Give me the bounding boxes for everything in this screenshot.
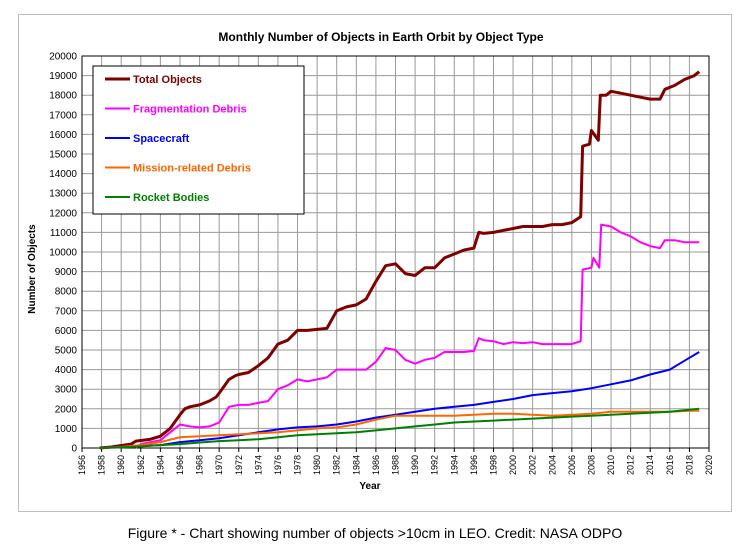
x-tick-label: 2002	[528, 455, 538, 475]
x-tick-label: 1982	[332, 455, 342, 475]
y-tick-label: 0	[71, 444, 77, 455]
legend-label: Rocket Bodies	[133, 192, 209, 204]
x-tick-label: 1972	[234, 455, 244, 475]
x-tick-label: 2010	[606, 455, 616, 475]
x-tick-label: 2004	[547, 455, 557, 475]
x-tick-label: 1970	[214, 455, 224, 475]
chart-title: Monthly Number of Objects in Earth Orbit…	[218, 30, 543, 44]
y-tick-label: 6000	[55, 326, 78, 337]
y-tick-label: 11000	[50, 228, 78, 239]
x-tick-label: 2000	[508, 455, 518, 475]
y-tick-label: 16000	[49, 130, 77, 141]
x-tick-label: 1980	[312, 455, 322, 475]
x-tick-label: 1996	[469, 455, 479, 475]
chart-frame: Monthly Number of Objects in Earth Orbit…	[18, 14, 732, 512]
line-chart: Monthly Number of Objects in Earth Orbit…	[27, 30, 714, 492]
x-tick-label: 1994	[449, 455, 459, 475]
y-tick-label: 8000	[55, 287, 78, 298]
x-tick-label: 1958	[97, 455, 107, 475]
y-tick-label: 1000	[55, 424, 78, 435]
series-line-spacecraft	[99, 351, 700, 449]
x-tick-label: 1986	[371, 455, 381, 475]
legend: Total Objects Fragmentation Debris Spacecr…	[92, 65, 305, 215]
x-tick-label: 1974	[253, 455, 263, 475]
x-tick-label: 1960	[116, 455, 126, 475]
y-tick-label: 10000	[49, 248, 77, 259]
legend-label: Mission-related Debris	[133, 163, 251, 175]
y-tick-label: 15000	[49, 150, 77, 161]
x-tick-label: 1978	[293, 455, 303, 475]
x-tick-label: 2018	[684, 455, 694, 475]
series-line-total-objects	[99, 70, 701, 450]
y-tick-label: 18000	[49, 91, 77, 102]
y-tick-label: 17000	[49, 110, 77, 121]
series-line-fragmentation-debris	[135, 223, 700, 449]
x-tick-label: 2020	[704, 455, 714, 475]
y-tick-label: 5000	[55, 346, 78, 357]
x-tick-label: 1992	[430, 455, 440, 475]
figure-caption: Figure * - Chart showing number of objec…	[127, 525, 623, 541]
x-tick-label: 1964	[155, 455, 165, 475]
x-tick-label: 1956	[77, 455, 87, 475]
legend-label: Total Objects	[133, 74, 202, 86]
x-tick-label: 2006	[567, 455, 577, 475]
x-axis-label: Year	[359, 481, 380, 492]
legend-label: Fragmentation Debris	[133, 104, 247, 116]
x-tick-label: 1998	[488, 455, 498, 475]
legend-label: Spacecraft	[133, 133, 190, 145]
y-tick-label: 19000	[49, 71, 77, 82]
axes: 0 1000 2000 3000 4000 5000 6000 7000 8000 9000 100…	[49, 52, 714, 476]
y-axis-label: Number of Objects	[27, 224, 38, 314]
y-tick-label: 13000	[49, 189, 77, 200]
y-tick-label: 3000	[55, 385, 78, 396]
x-tick-label: 1984	[351, 455, 361, 475]
x-tick-label: 1988	[391, 455, 401, 475]
x-tick-label: 2014	[645, 455, 655, 475]
legend-box	[92, 65, 305, 215]
y-tick-label: 12000	[49, 208, 77, 219]
series-line-mission-related-debris	[99, 409, 700, 449]
x-tick-label: 1990	[410, 455, 420, 475]
series-lines	[99, 70, 701, 450]
x-tick-label: 2012	[626, 455, 636, 475]
y-tick-label: 9000	[55, 267, 78, 278]
x-tick-label: 1968	[195, 455, 205, 475]
y-tick-label: 4000	[55, 365, 78, 376]
x-tick-label: 1966	[175, 455, 185, 475]
series-line-rocket-bodies	[99, 407, 700, 449]
x-tick-label: 1976	[273, 455, 283, 475]
plot-border	[81, 55, 710, 449]
y-tick-label: 20000	[49, 52, 77, 63]
y-tick-label: 2000	[55, 404, 78, 415]
y-tick-label: 7000	[55, 306, 78, 317]
y-tick-label: 14000	[49, 169, 77, 180]
x-tick-label: 1962	[136, 455, 146, 475]
x-tick-label: 2008	[586, 455, 596, 475]
x-tick-label: 2016	[665, 455, 675, 475]
